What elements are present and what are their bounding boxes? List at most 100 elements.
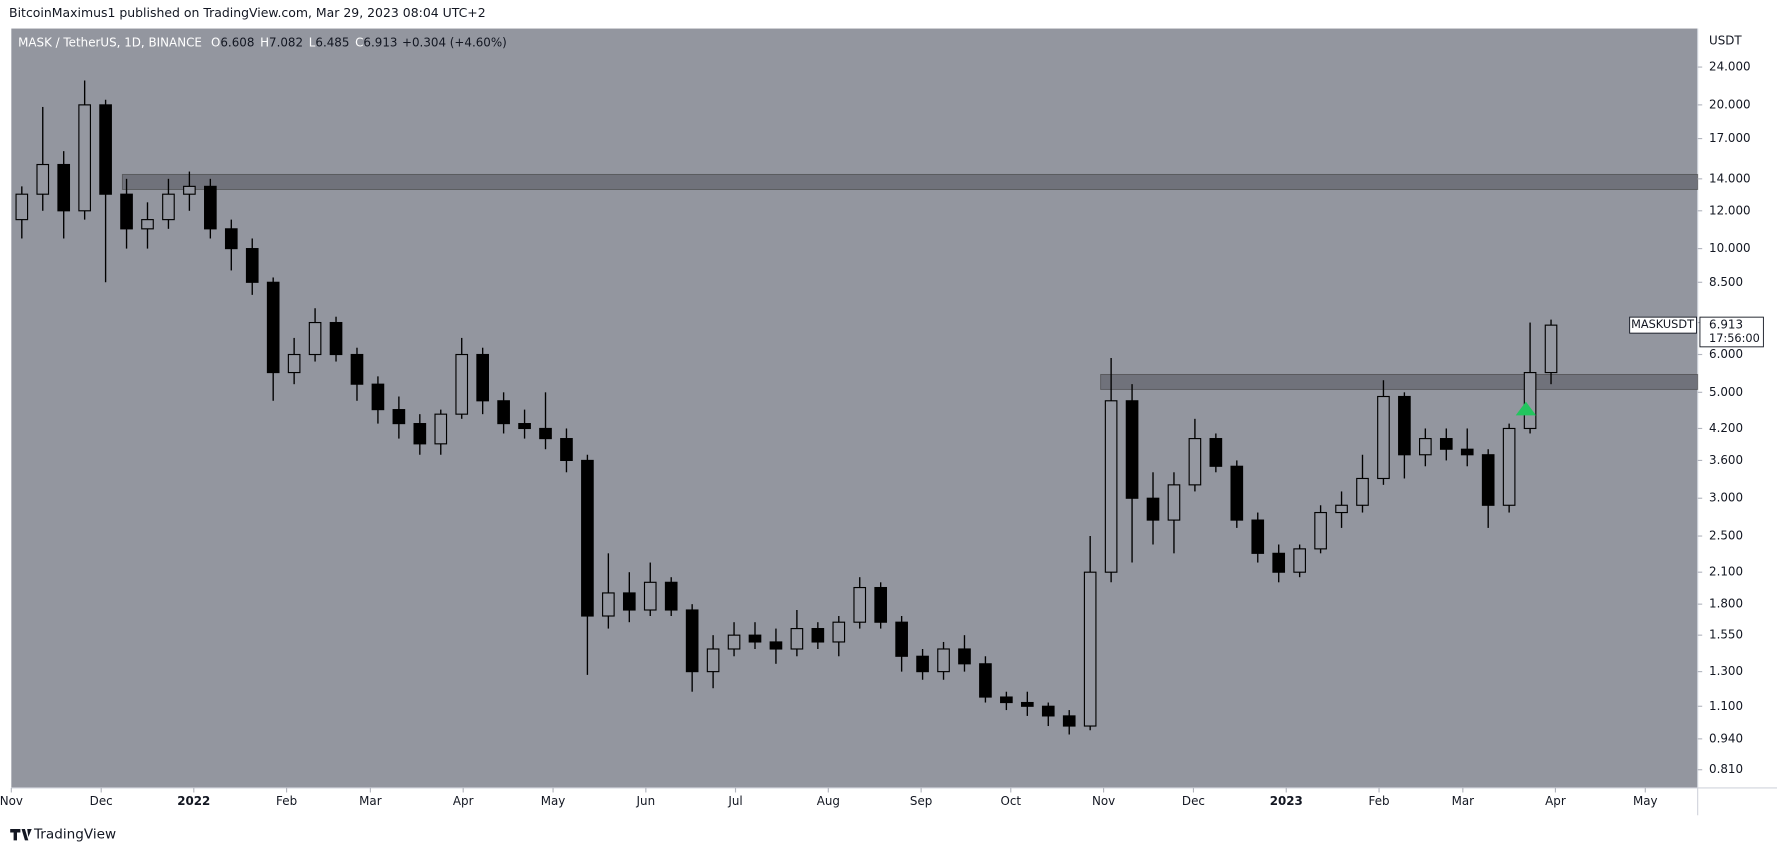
candle-body [350, 353, 364, 385]
candle-body [664, 581, 678, 611]
legend-key: L [309, 35, 316, 49]
candle-body [1460, 448, 1474, 456]
y-tick-label: 2.100 [1709, 565, 1743, 579]
candle-body [958, 648, 971, 665]
candle-body [266, 281, 280, 374]
candle-body [706, 648, 720, 673]
y-tick-label: 4.200 [1709, 421, 1743, 435]
candle-body [1041, 705, 1055, 717]
candle-body [57, 163, 71, 212]
legend: MASK / TetherUS, 1D, BINANCE O6.608 H7.082… [18, 35, 507, 49]
x-tick-label: Nov [0, 794, 23, 808]
price-tag [1699, 316, 1764, 348]
y-tick-label: 8.500 [1709, 275, 1743, 289]
candle-body [1335, 504, 1348, 514]
y-tick-label: 3.600 [1709, 453, 1743, 467]
candle-body [539, 427, 552, 440]
y-tick-label: 24.000 [1709, 60, 1751, 74]
symbol-tag-label: MASKUSDT [1631, 317, 1694, 331]
candle-body [1419, 438, 1432, 456]
y-tick-label: 5.000 [1709, 385, 1743, 399]
candle-body [727, 634, 741, 650]
plot-area [11, 28, 1698, 788]
candle-body [832, 621, 846, 643]
legend-value: 6.608 [220, 35, 254, 49]
candle-body [1230, 465, 1244, 521]
candle-body [602, 592, 615, 617]
y-tick-label: 3.000 [1709, 491, 1743, 505]
candle-body [162, 193, 175, 221]
candle-body [1439, 438, 1453, 450]
candle-body [497, 400, 510, 425]
signal-arrow [1515, 401, 1537, 416]
candle-body [1502, 427, 1516, 506]
x-tick-label: Sep [910, 794, 932, 808]
candle-body [1188, 438, 1202, 486]
price-tag-value: 6.913 [1709, 318, 1743, 332]
y-tick-label: 20.000 [1709, 97, 1751, 111]
candle-body [916, 655, 929, 673]
x-tick-label: Feb [276, 794, 297, 808]
footer-logo: TradingView [10, 827, 116, 843]
symbol-tag [1629, 316, 1697, 334]
y-tick-label: 1.100 [1709, 699, 1743, 713]
candle-body [643, 581, 657, 611]
candle-body [120, 193, 133, 230]
y-tick-label: 0.810 [1709, 762, 1743, 776]
candle-body [78, 104, 91, 212]
candle-body [560, 438, 573, 462]
y-tick-label: 14.000 [1709, 171, 1751, 185]
candle-body [790, 628, 804, 650]
candle-body [1398, 395, 1411, 456]
candle-body [413, 423, 427, 445]
y-tick-label: 1.300 [1709, 664, 1743, 678]
legend-value: 6.485 [315, 35, 349, 49]
candle-body [1251, 519, 1265, 554]
candle-body [287, 353, 301, 374]
candle-body [1083, 571, 1097, 727]
x-tick-label: Apr [453, 794, 474, 808]
candle-body [1481, 454, 1495, 506]
x-tick-label: 2022 [177, 794, 210, 808]
candle-body [455, 353, 469, 415]
x-tick-label: Feb [1369, 794, 1390, 808]
resistance-zone [121, 173, 1699, 190]
legend-key: H [260, 35, 269, 49]
candle-body [1020, 701, 1034, 707]
y-tick-label: 6.000 [1709, 347, 1743, 361]
candle-body [769, 641, 783, 650]
candle-body [99, 104, 112, 195]
y-tick-label: 0.940 [1709, 731, 1743, 745]
price-tag-countdown: 17:56:00 [1709, 331, 1760, 345]
candle-body [748, 634, 762, 643]
x-tick-label: Aug [817, 794, 840, 808]
candle-body [204, 185, 217, 230]
logo-icon [10, 829, 32, 841]
candle-body [979, 663, 992, 698]
candle-body [141, 219, 154, 230]
candle-body [183, 185, 196, 195]
candle-body [874, 586, 888, 623]
y-tick-label: 12.000 [1709, 203, 1751, 217]
candle-body [476, 353, 489, 402]
y-tick-label: 1.800 [1709, 597, 1743, 611]
candle-body [518, 423, 531, 430]
x-tick-label: May [1633, 794, 1658, 808]
legend-key: C [355, 35, 363, 49]
y-tick-label: 1.550 [1709, 628, 1743, 642]
legend-symbol: MASK / TetherUS, 1D, BINANCE [18, 35, 202, 49]
y-unit: USDT [1709, 34, 1742, 48]
x-tick-label: 2023 [1270, 794, 1303, 808]
legend-value: 6.913 [363, 35, 397, 49]
candle-body [392, 409, 406, 425]
publisher: BitcoinMaximus1 published on TradingView… [9, 5, 486, 20]
candle-body [1000, 696, 1013, 704]
candle-body [1062, 715, 1076, 727]
candle-body [937, 648, 950, 673]
x-tick-label: Oct [1000, 794, 1021, 808]
brand: TradingView [33, 827, 116, 843]
candle-body [1104, 400, 1118, 573]
y-tick-label: 17.000 [1709, 131, 1751, 145]
x-tick-label: Mar [359, 794, 382, 808]
